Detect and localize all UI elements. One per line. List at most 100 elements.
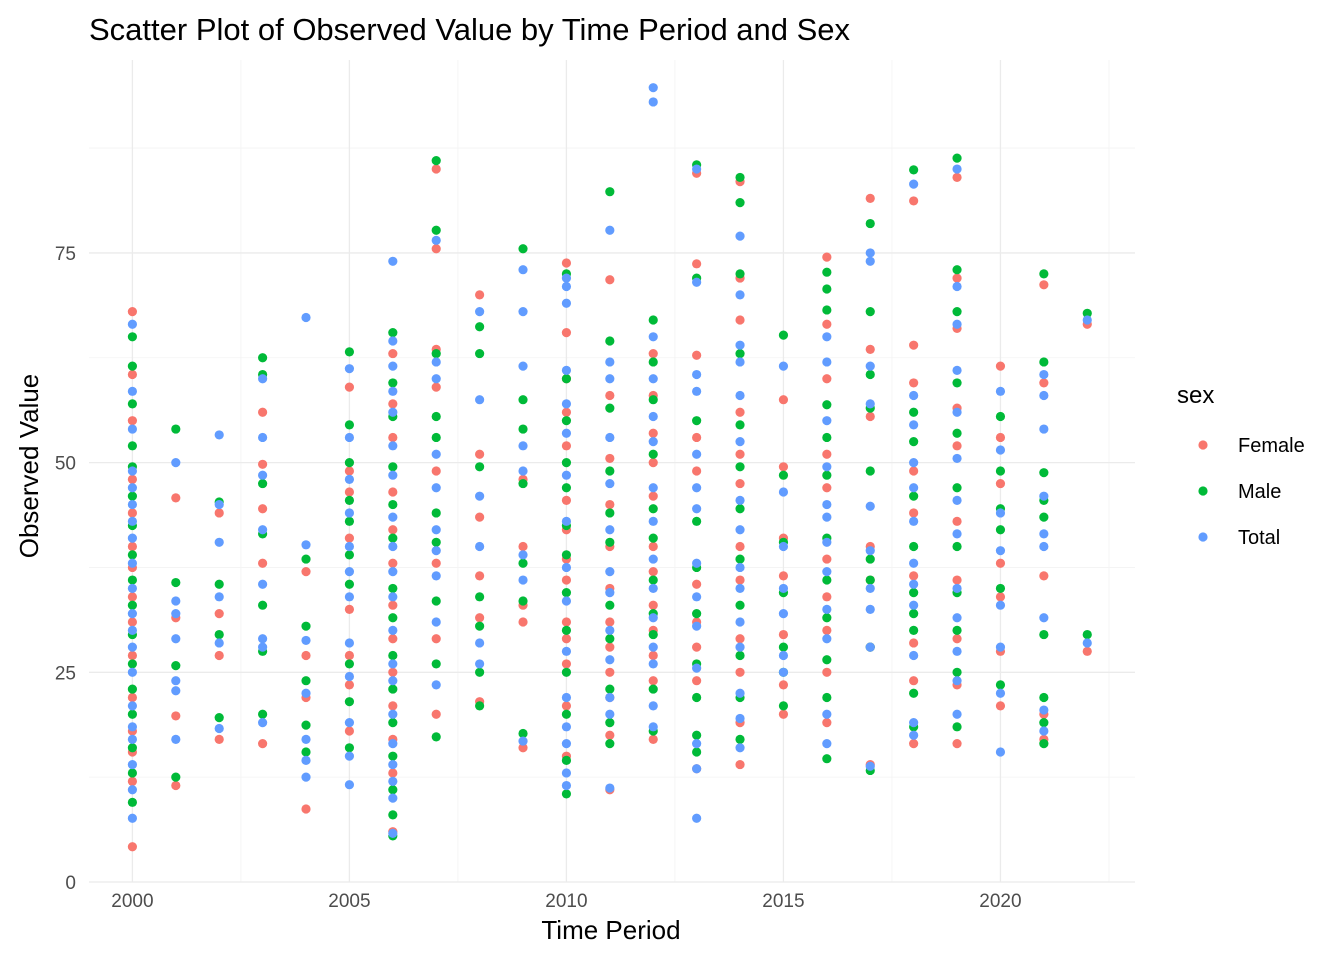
data-point-female [475, 613, 485, 623]
data-point-male [648, 629, 658, 640]
data-point-total [909, 516, 919, 526]
data-point-female [475, 449, 485, 459]
data-point-female [822, 319, 832, 329]
data-point-female [909, 508, 919, 518]
data-point-male [1039, 468, 1049, 478]
data-point-male [909, 588, 919, 598]
y-tick-label: 0 [65, 873, 76, 894]
x-tick-label: 2005 [328, 891, 370, 912]
data-point-male [822, 284, 832, 294]
data-point-total [909, 458, 919, 468]
data-point-total [865, 642, 875, 652]
data-point-male [127, 332, 138, 342]
data-point-male [648, 684, 658, 694]
data-point-total [648, 613, 658, 623]
data-point-male [301, 676, 311, 686]
data-point-total [692, 813, 702, 823]
data-point-total [865, 399, 875, 409]
data-point-total [561, 365, 572, 375]
data-point-male [561, 789, 572, 799]
data-point-total [692, 558, 702, 568]
data-point-male [431, 659, 441, 669]
data-point-male [388, 684, 398, 694]
data-point-male [735, 734, 745, 745]
data-point-female [388, 399, 398, 409]
data-point-female [909, 378, 919, 388]
data-point-total [735, 495, 745, 505]
data-point-total [561, 722, 572, 732]
data-point-female [1039, 571, 1049, 581]
data-point-male [258, 709, 268, 719]
data-point-total [214, 723, 224, 734]
data-point-total [995, 445, 1006, 455]
data-point-male [995, 466, 1006, 476]
data-point-total [648, 516, 658, 526]
data-point-male [344, 697, 355, 707]
y-tick-label: 75 [55, 244, 76, 265]
data-point-female [388, 558, 398, 568]
data-point-female [561, 701, 572, 711]
data-point-male [909, 688, 919, 698]
data-point-female [735, 634, 745, 644]
data-point-male [475, 322, 485, 332]
data-point-total [475, 395, 485, 405]
data-point-male [561, 588, 572, 598]
data-point-male [778, 330, 789, 340]
data-point-female [995, 558, 1006, 568]
data-point-female [431, 634, 441, 644]
data-point-female [692, 259, 702, 269]
data-point-female [431, 382, 441, 392]
data-point-male [822, 432, 832, 443]
data-point-total [909, 390, 919, 401]
data-point-male [909, 541, 919, 552]
data-point-female [561, 659, 572, 669]
data-point-total [692, 592, 702, 602]
data-point-male [648, 357, 658, 367]
data-point-female [648, 676, 658, 686]
data-point-female [952, 516, 962, 526]
data-point-total [171, 686, 181, 696]
data-point-female [475, 571, 485, 581]
data-point-total [865, 583, 875, 594]
data-point-total [431, 357, 441, 367]
data-point-male [865, 369, 875, 380]
data-point-total [561, 768, 572, 778]
data-point-total [431, 235, 441, 245]
data-point-male [735, 554, 745, 564]
data-point-male [605, 634, 615, 644]
data-point-male [778, 642, 789, 652]
data-point-male [952, 722, 962, 732]
data-point-total [692, 739, 702, 749]
data-point-female [995, 701, 1006, 711]
data-point-total [735, 713, 745, 724]
data-point-female [258, 407, 268, 417]
data-point-female [344, 533, 355, 543]
data-point-female [127, 541, 138, 552]
data-point-male [735, 462, 745, 472]
data-point-male [822, 754, 832, 764]
data-point-female [1082, 646, 1092, 656]
data-point-total [561, 692, 572, 703]
legend-title: sex [1177, 382, 1214, 409]
data-point-total [214, 592, 224, 602]
x-tick-label: 2010 [545, 891, 587, 912]
data-point-total [822, 709, 832, 719]
data-point-female [822, 718, 832, 728]
data-point-female [214, 734, 224, 745]
data-point-male [344, 420, 355, 430]
data-point-total [692, 164, 702, 174]
data-point-male [605, 508, 615, 518]
data-point-female [735, 449, 745, 459]
data-point-male [344, 347, 355, 357]
data-point-total [648, 83, 658, 93]
data-point-total [388, 407, 398, 417]
data-point-female [952, 739, 962, 749]
data-point-total [952, 646, 962, 656]
data-point-female [561, 634, 572, 644]
data-point-total [388, 541, 398, 552]
data-point-total [735, 525, 745, 535]
data-point-female [344, 680, 355, 690]
data-point-total [952, 709, 962, 719]
